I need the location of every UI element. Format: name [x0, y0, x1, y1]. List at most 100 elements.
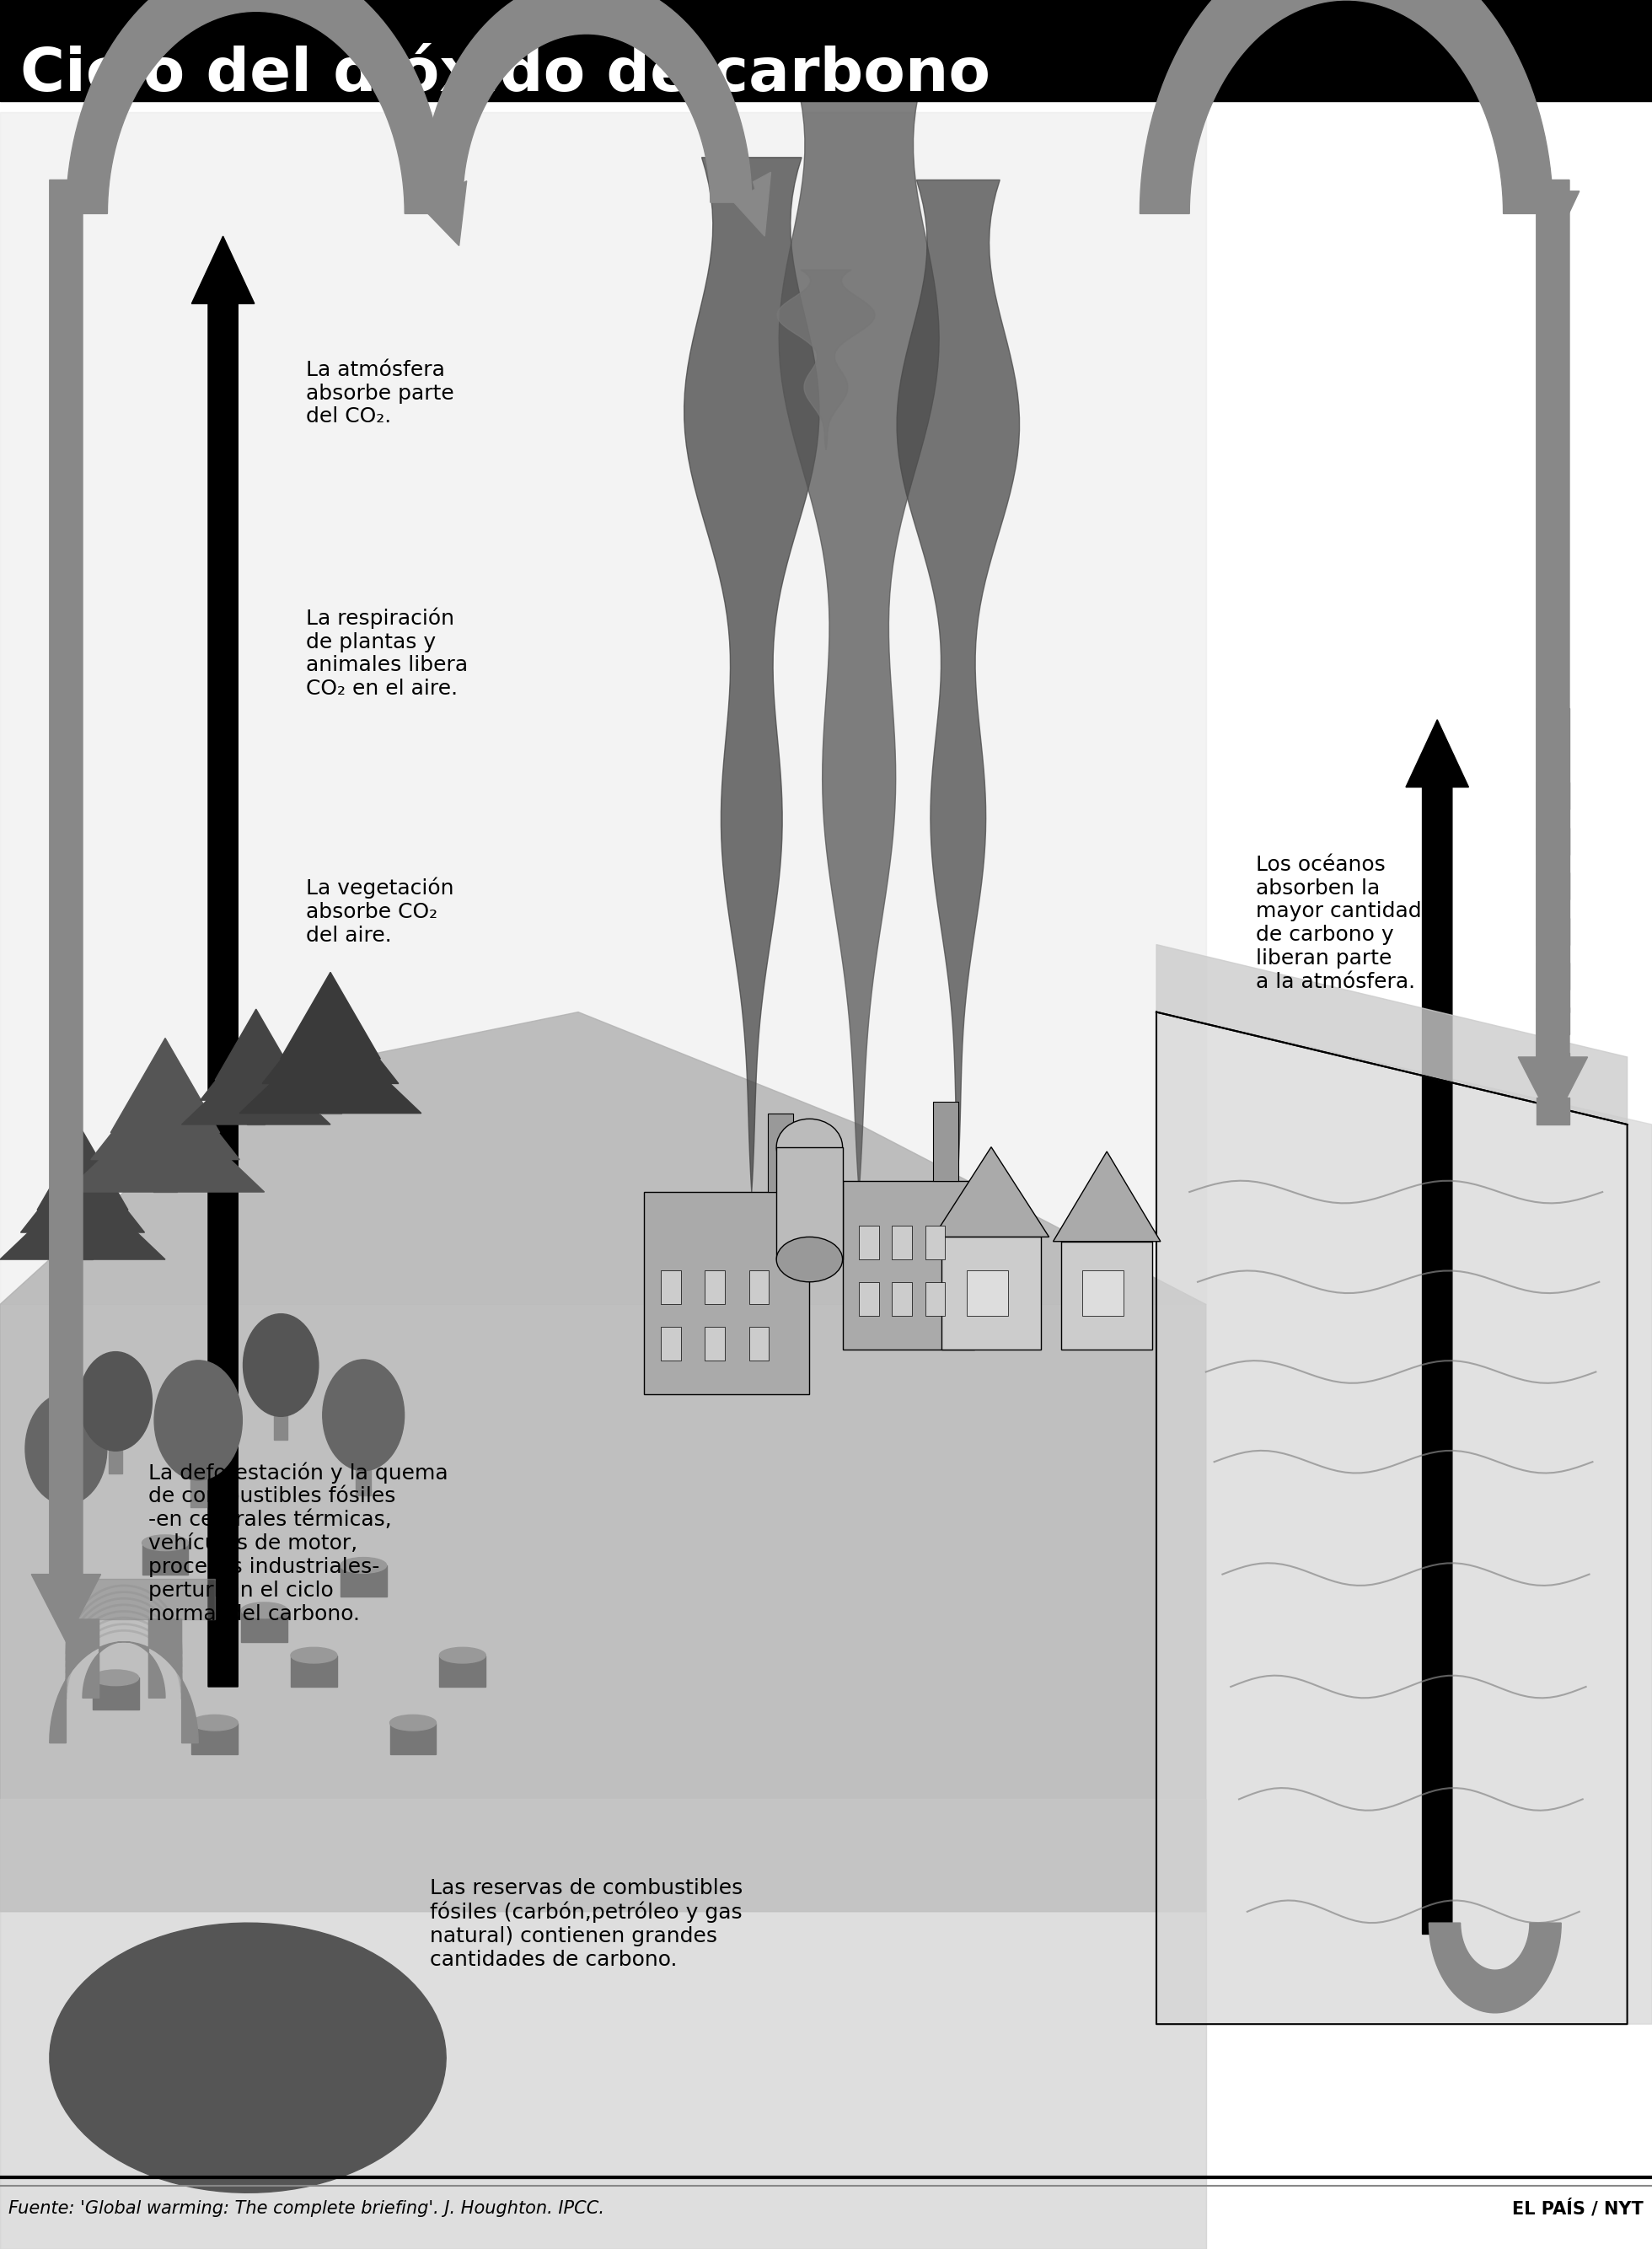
Ellipse shape	[776, 1237, 843, 1282]
Polygon shape	[933, 1147, 1049, 1237]
Bar	[0, 1799, 1206, 2249]
Text: La vegetación
absorbe CO₂
del aire.: La vegetación absorbe CO₂ del aire.	[306, 877, 454, 945]
Bar	[1536, 783, 1569, 810]
Bar	[705, 1271, 725, 1304]
Bar	[1536, 1098, 1569, 1124]
Polygon shape	[200, 1030, 312, 1100]
Polygon shape	[50, 1619, 198, 1743]
Polygon shape	[684, 157, 819, 1192]
Bar	[1536, 828, 1569, 855]
FancyArrow shape	[31, 180, 101, 1642]
Bar	[748, 1271, 768, 1304]
Polygon shape	[111, 1039, 220, 1133]
Bar	[93, 1678, 139, 1709]
FancyArrow shape	[192, 236, 254, 1687]
Bar	[1536, 873, 1569, 900]
Bar	[241, 1610, 287, 1642]
Bar	[768, 1113, 793, 1192]
Bar	[58, 1484, 74, 1529]
Bar	[1536, 918, 1569, 945]
Ellipse shape	[340, 1556, 387, 1574]
Bar	[1061, 1241, 1153, 1349]
Polygon shape	[263, 996, 398, 1084]
Text: EL PAÍS / NYT: EL PAÍS / NYT	[1513, 2200, 1644, 2218]
Polygon shape	[1156, 1012, 1652, 2024]
Polygon shape	[0, 1181, 165, 1259]
Polygon shape	[215, 1010, 297, 1080]
Polygon shape	[780, 67, 938, 1192]
FancyArrow shape	[1406, 720, 1469, 1934]
Polygon shape	[66, 1098, 264, 1192]
Polygon shape	[897, 180, 1019, 1169]
Bar	[154, 1151, 177, 1192]
Circle shape	[154, 1361, 243, 1480]
Text: Los océanos
absorben la
mayor cantidad
de carbono y
liberan parte
a la atmósfera: Los océanos absorben la mayor cantidad d…	[1256, 855, 1421, 992]
Polygon shape	[281, 972, 380, 1059]
Bar	[661, 1327, 681, 1361]
Bar	[274, 1399, 287, 1439]
Bar	[1082, 1271, 1123, 1316]
Bar	[291, 1655, 337, 1687]
Text: La respiración
de plantas y
animales libera
CO₂ en el aire.: La respiración de plantas y animales lib…	[306, 607, 468, 699]
Bar	[1536, 963, 1569, 990]
FancyArrow shape	[1526, 191, 1579, 247]
Polygon shape	[182, 1053, 330, 1124]
Text: Ciclo del dióxido de carbono: Ciclo del dióxido de carbono	[20, 45, 990, 103]
Bar	[142, 1543, 188, 1574]
Polygon shape	[1429, 1923, 1561, 2013]
Circle shape	[25, 1394, 107, 1505]
Bar	[340, 1565, 387, 1597]
Bar	[661, 1271, 681, 1304]
Bar	[859, 1226, 879, 1259]
Bar	[1536, 1053, 1569, 1080]
Ellipse shape	[93, 1669, 139, 1687]
Polygon shape	[421, 0, 752, 202]
Bar	[190, 1460, 206, 1507]
Bar	[109, 1435, 122, 1473]
Bar	[892, 1282, 912, 1316]
Ellipse shape	[241, 1601, 287, 1619]
Bar	[73, 1226, 93, 1259]
Ellipse shape	[192, 1714, 238, 1732]
Polygon shape	[240, 1026, 421, 1113]
Text: La atmósfera
absorbe parte
del CO₂.: La atmósfera absorbe parte del CO₂.	[306, 360, 454, 427]
Bar	[776, 1147, 843, 1259]
Polygon shape	[1140, 0, 1553, 214]
Bar	[248, 1095, 264, 1124]
Ellipse shape	[390, 1714, 436, 1732]
Ellipse shape	[439, 1646, 486, 1662]
Bar	[892, 1226, 912, 1259]
Ellipse shape	[291, 1646, 337, 1662]
Polygon shape	[1054, 1151, 1160, 1241]
Polygon shape	[776, 270, 876, 450]
Bar	[439, 1655, 486, 1687]
FancyArrow shape	[1536, 708, 1569, 1012]
Text: Las reservas de combustibles
fósiles (carbón,petróleo y gas
natural) contienen g: Las reservas de combustibles fósiles (ca…	[430, 1878, 742, 1970]
Polygon shape	[20, 1154, 145, 1232]
Bar	[355, 1453, 372, 1496]
Circle shape	[322, 1361, 405, 1471]
Bar	[0, 0, 1652, 101]
Bar	[705, 1327, 725, 1361]
FancyArrow shape	[1518, 180, 1588, 1124]
Bar	[58, 1579, 215, 1619]
Polygon shape	[66, 0, 446, 214]
Bar	[925, 1282, 945, 1316]
Polygon shape	[50, 1923, 446, 2193]
Bar	[644, 1192, 809, 1394]
Polygon shape	[1156, 945, 1627, 1124]
Bar	[1536, 1008, 1569, 1035]
FancyArrow shape	[421, 180, 466, 245]
Bar	[859, 1282, 879, 1316]
Ellipse shape	[776, 1118, 843, 1174]
Bar	[933, 1102, 958, 1181]
Bar	[192, 1723, 238, 1754]
Bar	[748, 1327, 768, 1361]
Ellipse shape	[142, 1536, 188, 1552]
Bar	[0, 112, 1206, 1304]
Bar	[925, 1226, 945, 1259]
Bar	[319, 1077, 342, 1113]
Polygon shape	[36, 1131, 129, 1210]
Circle shape	[79, 1352, 152, 1451]
Circle shape	[243, 1313, 319, 1417]
